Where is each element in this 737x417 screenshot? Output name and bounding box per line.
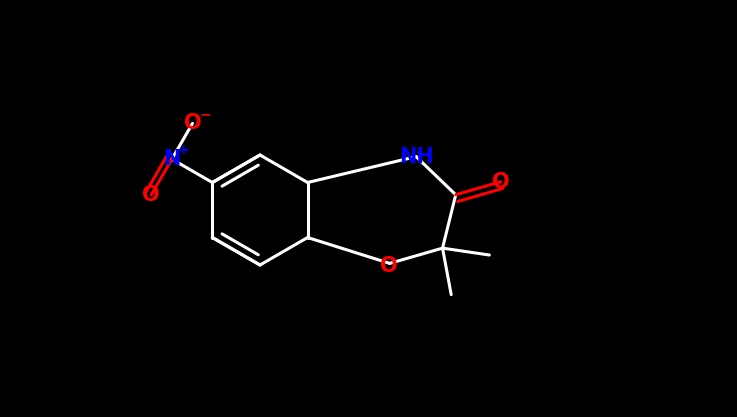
Text: O: O — [142, 185, 160, 205]
Text: O: O — [184, 113, 201, 133]
Text: N: N — [163, 149, 181, 169]
Text: O: O — [380, 256, 398, 276]
Text: −: − — [200, 108, 212, 121]
Text: O: O — [492, 172, 509, 192]
Text: +: + — [177, 143, 189, 157]
Text: NH: NH — [399, 147, 433, 167]
